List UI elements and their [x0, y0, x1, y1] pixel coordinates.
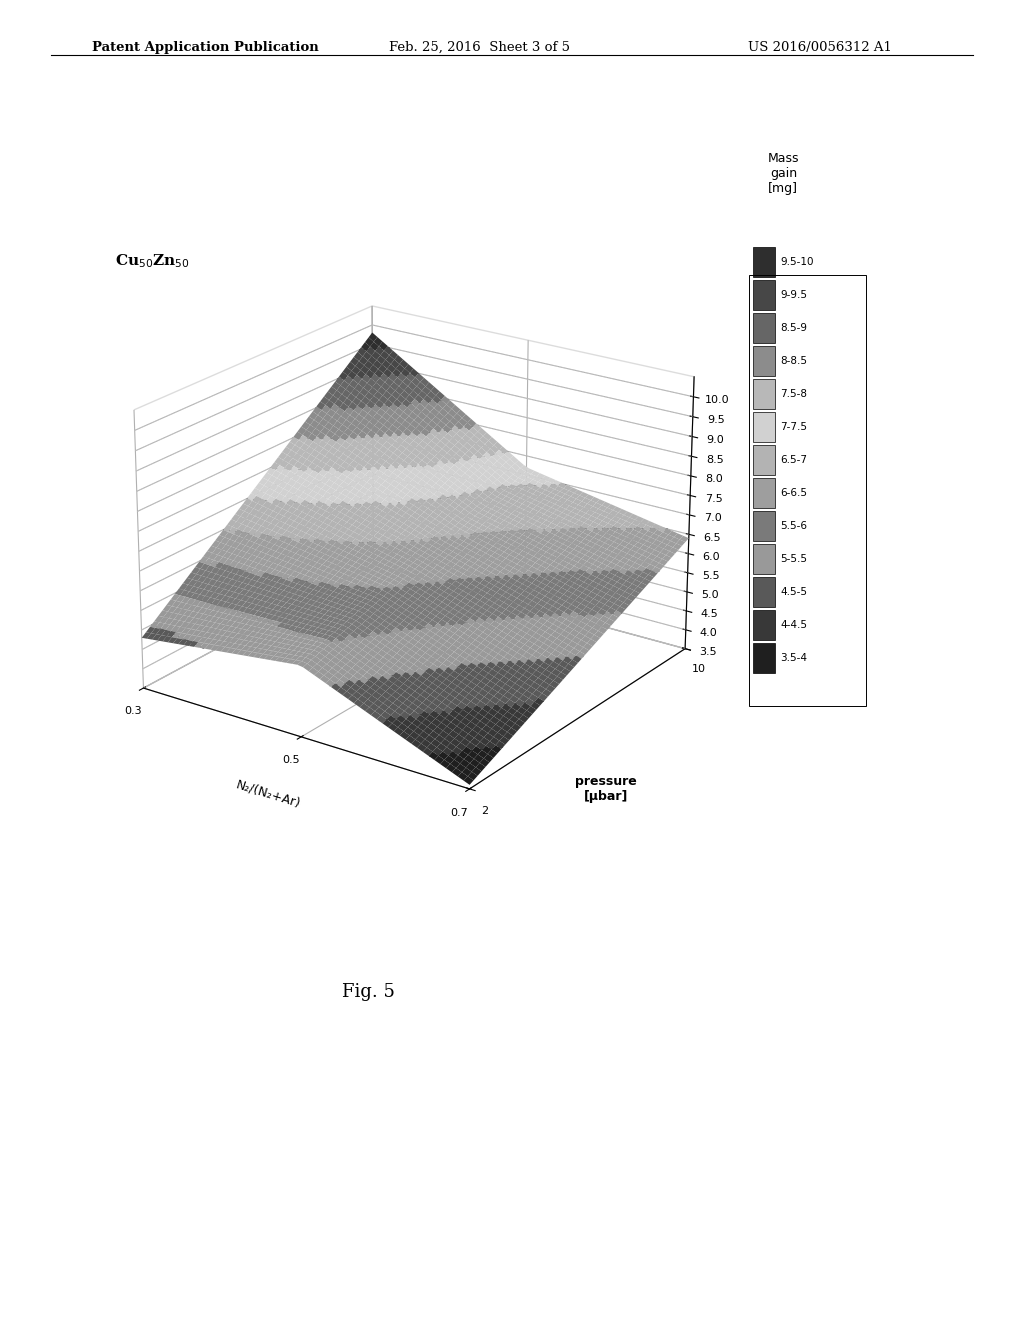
Text: Mass
gain
[mg]: Mass gain [mg]: [768, 152, 799, 195]
Text: 8.5-9: 8.5-9: [780, 323, 807, 333]
Text: 6.5-7: 6.5-7: [780, 455, 807, 465]
Text: US 2016/0056312 A1: US 2016/0056312 A1: [748, 41, 892, 54]
Text: 3.5-4: 3.5-4: [780, 653, 807, 663]
Text: 9-9.5: 9-9.5: [780, 290, 807, 300]
Text: Cu$_{50}$Zn$_{50}$: Cu$_{50}$Zn$_{50}$: [115, 252, 189, 271]
Text: 4-4.5: 4-4.5: [780, 620, 807, 630]
Text: pressure
[μbar]: pressure [μbar]: [575, 775, 637, 803]
Text: 7-7.5: 7-7.5: [780, 422, 807, 432]
Text: 5-5.5: 5-5.5: [780, 554, 807, 564]
Text: 4.5-5: 4.5-5: [780, 587, 807, 597]
Text: 5.5-6: 5.5-6: [780, 521, 807, 531]
Text: 9.5-10: 9.5-10: [780, 257, 814, 267]
Text: Feb. 25, 2016  Sheet 3 of 5: Feb. 25, 2016 Sheet 3 of 5: [389, 41, 570, 54]
Text: 7.5-8: 7.5-8: [780, 389, 807, 399]
X-axis label: N₂/(N₂+Ar): N₂/(N₂+Ar): [234, 777, 302, 810]
Text: 6-6.5: 6-6.5: [780, 488, 807, 498]
Text: Fig. 5: Fig. 5: [342, 983, 395, 1002]
Text: 8-8.5: 8-8.5: [780, 356, 807, 366]
Text: Patent Application Publication: Patent Application Publication: [92, 41, 318, 54]
